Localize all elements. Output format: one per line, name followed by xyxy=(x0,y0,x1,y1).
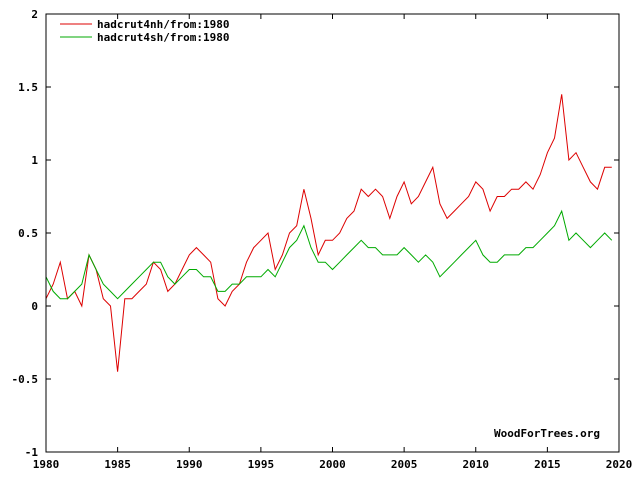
y-tick-label: -0.5 xyxy=(12,373,39,386)
axes: 1980 1985 1990 1995 2000 2005 2010 2015 2020 -1 -0… xyxy=(12,8,633,471)
series-line-0 xyxy=(45,94,612,372)
series-line-1 xyxy=(45,209,613,300)
x-tick-label: 1980 xyxy=(33,458,60,471)
x-tick-label: 1985 xyxy=(104,458,131,471)
x-tick-label: 2005 xyxy=(391,458,418,471)
y-tick-label: 1 xyxy=(31,154,38,167)
y-tick-label: -1 xyxy=(25,446,39,459)
y-tick-label: 0.5 xyxy=(18,227,38,240)
x-tick-label: 1995 xyxy=(248,458,275,471)
series-lines xyxy=(45,94,613,372)
watermark: WoodForTrees.org xyxy=(494,427,600,440)
y-tick-label: 2 xyxy=(31,8,38,21)
y-tick-label: 0 xyxy=(31,300,38,313)
x-tick-label: 2015 xyxy=(534,458,561,471)
legend-label-1: hadcrut4sh/from:1980 xyxy=(97,31,229,44)
y-tick-label: 1.5 xyxy=(18,81,38,94)
x-tick-label: 2020 xyxy=(606,458,633,471)
x-tick-label: 2000 xyxy=(319,458,346,471)
x-tick-label: 2010 xyxy=(463,458,490,471)
legend-label-0: hadcrut4nh/from:1980 xyxy=(97,18,229,31)
x-tick-label: 1990 xyxy=(176,458,203,471)
